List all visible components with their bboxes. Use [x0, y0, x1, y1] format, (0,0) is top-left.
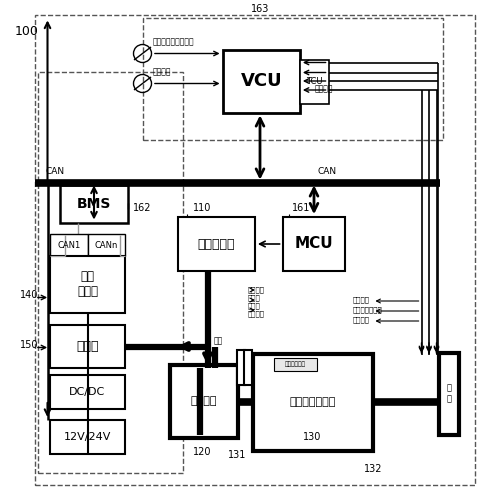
Text: 前
轮: 前 轮: [446, 384, 452, 403]
FancyBboxPatch shape: [178, 217, 255, 271]
FancyBboxPatch shape: [50, 375, 125, 408]
Text: 电机驱动器: 电机驱动器: [198, 238, 235, 250]
Text: 高压: 高压: [214, 336, 223, 345]
FancyBboxPatch shape: [50, 256, 125, 312]
FancyBboxPatch shape: [50, 325, 125, 368]
FancyBboxPatch shape: [236, 350, 244, 385]
Text: 132: 132: [364, 464, 382, 474]
FancyBboxPatch shape: [252, 354, 372, 451]
Text: CAN: CAN: [45, 167, 64, 176]
FancyBboxPatch shape: [244, 350, 252, 385]
Text: 换挡信号: 换挡信号: [315, 84, 334, 94]
Text: 动力
电池组: 动力 电池组: [77, 270, 98, 298]
Text: 档位信号: 档位信号: [352, 296, 370, 302]
Text: 前驱自动变速器: 前驱自动变速器: [290, 398, 336, 407]
FancyBboxPatch shape: [282, 217, 345, 271]
Text: 转速、转
矩、电
压、电
流、温度: 转速、转 矩、电 压、电 流、温度: [248, 286, 264, 317]
Text: 110: 110: [192, 203, 211, 213]
Text: 162: 162: [132, 203, 151, 213]
Text: 永磁传感信号: 永磁传感信号: [285, 362, 306, 368]
FancyBboxPatch shape: [50, 420, 125, 454]
Text: 前进、后退信号: 前进、后退信号: [352, 306, 382, 312]
Text: 131: 131: [228, 450, 246, 460]
Text: TCU: TCU: [306, 77, 322, 86]
Text: CAN1: CAN1: [57, 240, 80, 250]
FancyBboxPatch shape: [439, 352, 459, 435]
Text: 140: 140: [20, 290, 38, 300]
Text: 制动信号: 制动信号: [152, 67, 171, 76]
Text: 加速踏板主驱动信号: 加速踏板主驱动信号: [152, 37, 194, 46]
Text: 120: 120: [192, 447, 211, 457]
Text: CANn: CANn: [94, 240, 118, 250]
FancyBboxPatch shape: [88, 234, 125, 256]
Text: DC/DC: DC/DC: [70, 387, 106, 397]
FancyBboxPatch shape: [170, 365, 237, 438]
FancyBboxPatch shape: [60, 185, 128, 222]
Text: VCU: VCU: [240, 72, 282, 90]
Text: 150: 150: [20, 340, 38, 349]
Text: 转速信号: 转速信号: [352, 316, 370, 322]
FancyBboxPatch shape: [300, 60, 328, 104]
Text: 配电箱: 配电箱: [76, 340, 99, 353]
FancyBboxPatch shape: [274, 358, 316, 371]
Text: BMS: BMS: [76, 196, 111, 211]
FancyBboxPatch shape: [50, 234, 88, 256]
Text: CAN: CAN: [318, 167, 336, 176]
Text: 163: 163: [251, 4, 269, 15]
Text: 12V/24V: 12V/24V: [64, 432, 111, 442]
Text: 100: 100: [15, 25, 39, 38]
Text: 161: 161: [292, 203, 310, 213]
Text: 130: 130: [304, 432, 322, 442]
Text: MCU: MCU: [294, 236, 333, 252]
Text: 驱动电机: 驱动电机: [190, 396, 217, 406]
FancyBboxPatch shape: [222, 50, 300, 112]
